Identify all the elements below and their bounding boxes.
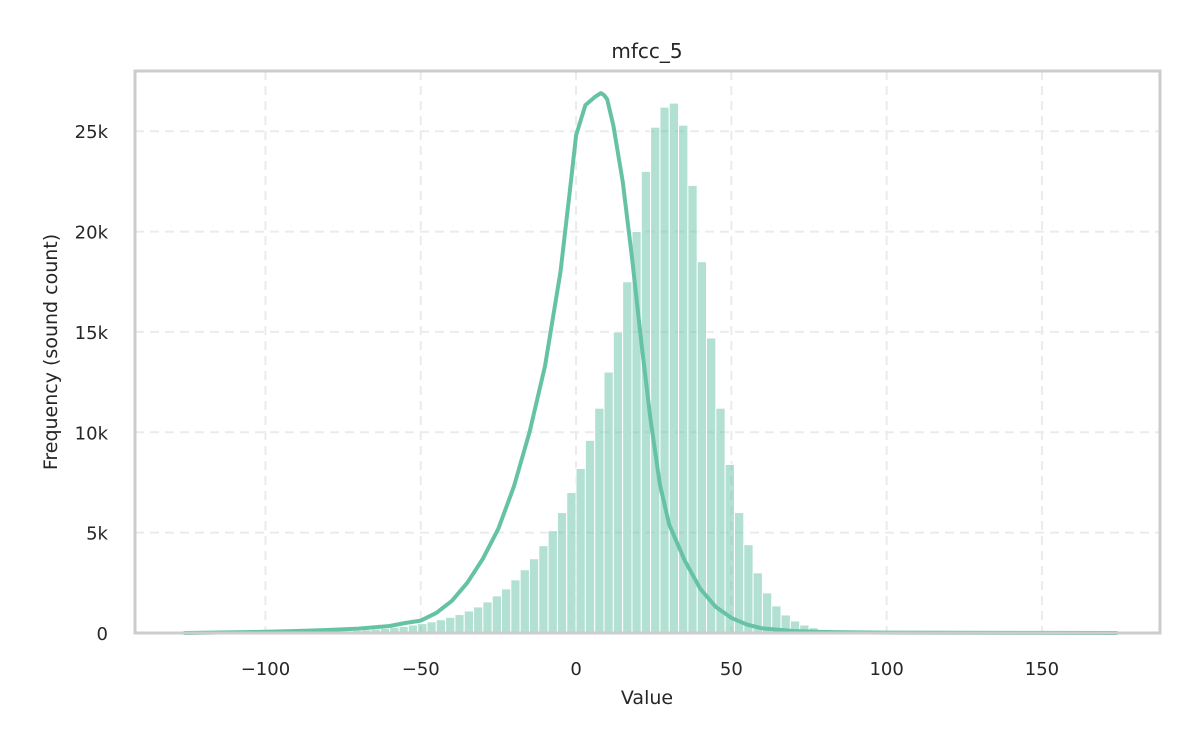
x-axis-label: Value (621, 687, 673, 709)
y-tick-label-1: 5k (86, 524, 108, 545)
y-tick-labels: 0 5k 10k 15k 20k 25k (75, 122, 109, 645)
y-tick-label-5: 25k (75, 122, 109, 143)
x-tick-label-4: 100 (869, 659, 903, 680)
x-tick-label-5: 150 (1025, 659, 1059, 680)
histogram-bar (668, 102, 680, 634)
kde-curve (182, 91, 1119, 635)
histogram-bar (426, 621, 437, 634)
histogram-bar (622, 281, 633, 634)
histogram-bar (445, 616, 456, 634)
histogram-bar (538, 545, 549, 634)
histogram-bar (435, 619, 447, 634)
histogram-bar (491, 595, 503, 634)
histogram-bar (715, 407, 726, 634)
histogram-bar (659, 106, 670, 634)
histogram-bar (733, 512, 745, 634)
histogram-bar (612, 331, 624, 634)
histogram-bar (584, 439, 596, 634)
histogram-bar (547, 530, 558, 634)
histogram-bar (463, 610, 475, 634)
x-tick-label-3: 50 (720, 659, 743, 680)
y-tick-label-0: 0 (97, 624, 108, 645)
histogram-bar (473, 606, 484, 634)
histogram-bar (482, 601, 493, 634)
x-tick-label-2: 0 (570, 659, 581, 680)
histogram-bar (743, 544, 754, 634)
y-axis-label: Frequency (sound count) (40, 234, 62, 470)
y-tick-label-3: 15k (75, 323, 109, 344)
histogram-bar (501, 588, 512, 634)
histogram-bar (575, 467, 586, 634)
histogram-bar (510, 579, 521, 634)
histogram-bar (603, 371, 614, 634)
histogram-bar (519, 569, 530, 634)
y-tick-label-2: 10k (75, 423, 109, 444)
histogram-bar (528, 558, 540, 634)
chart-title: mfcc_5 (611, 39, 682, 63)
histogram-bar (566, 492, 577, 634)
histogram-bar (752, 572, 763, 634)
plot-frame (133, 69, 1162, 635)
histogram-bar (650, 126, 661, 634)
x-tick-labels: −100 −50 0 50 100 150 (241, 659, 1059, 680)
histogram-bar (594, 407, 605, 634)
histogram-bar (696, 261, 708, 634)
histogram-bar (454, 614, 465, 634)
histogram-bar (706, 337, 717, 634)
histogram-bar (556, 512, 568, 634)
x-tick-label-0: −100 (241, 659, 290, 680)
x-tick-label-1: −50 (402, 659, 440, 680)
histogram-bar (724, 463, 735, 634)
y-tick-label-4: 20k (75, 223, 109, 244)
